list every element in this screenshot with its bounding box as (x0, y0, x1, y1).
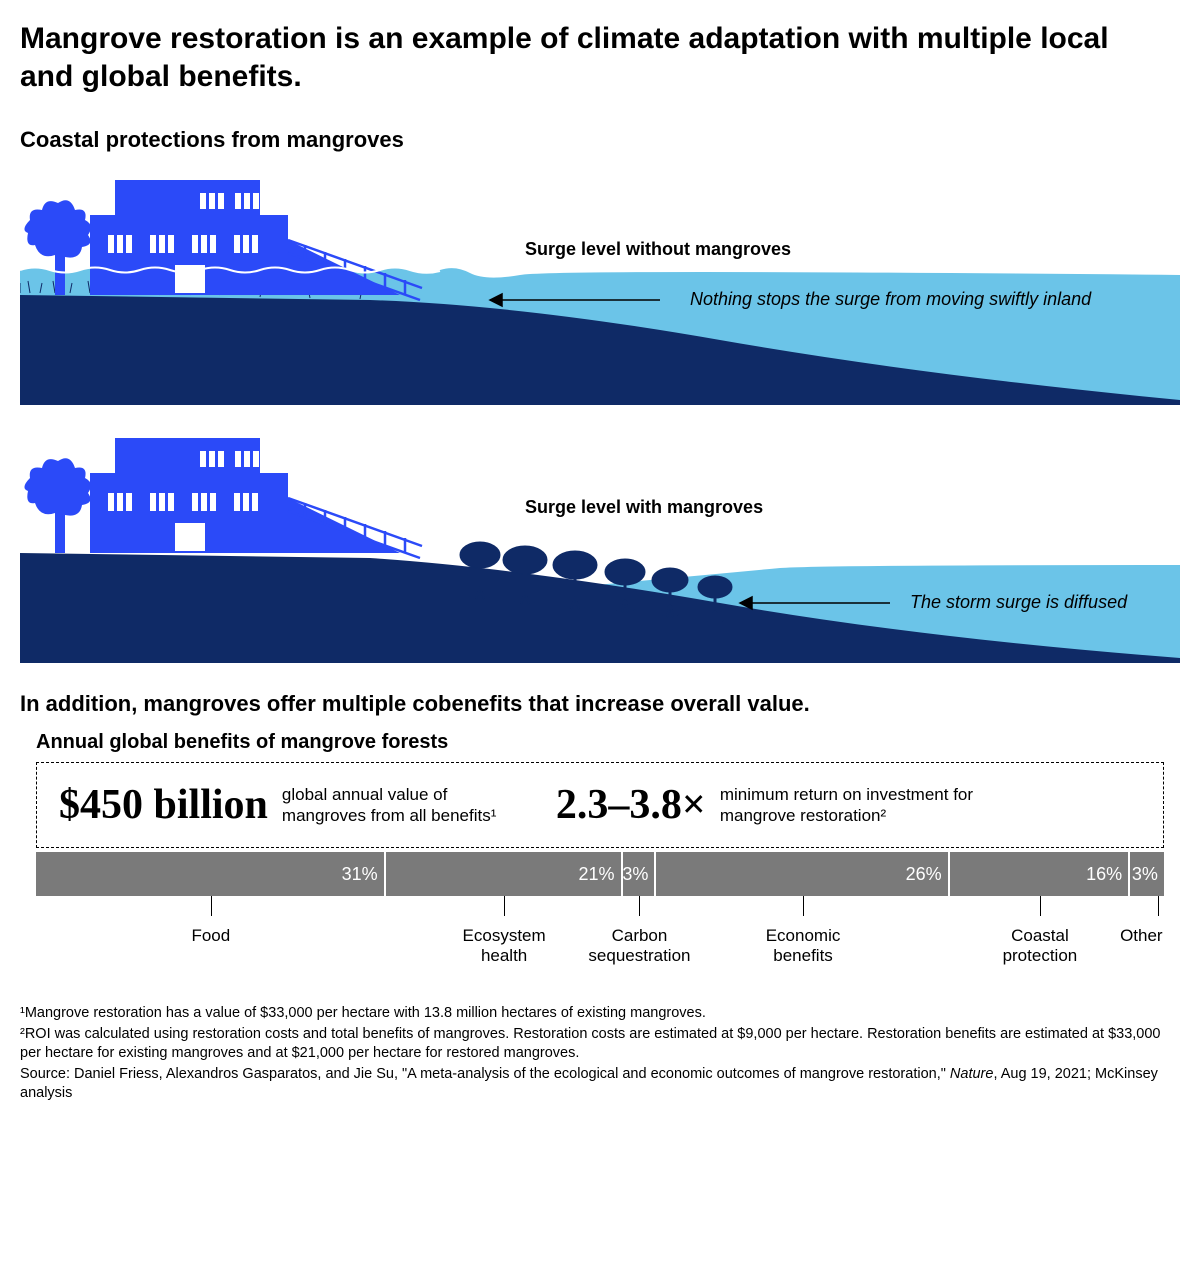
stat-desc-2: minimum return on investment for mangrov… (720, 784, 1020, 827)
bar-labels: Food Ecosystemhealth Carbonsequestration Ec… (36, 926, 1164, 976)
tick (211, 896, 212, 916)
stat-value-2: 2.3–3.8× (556, 781, 706, 829)
tree-icon (24, 458, 90, 553)
diagram-without-mangroves: Surge level without mangroves Nothing st… (20, 165, 1180, 405)
bar-segment: 16% (950, 852, 1130, 896)
bar-segment: 21% (386, 852, 623, 896)
diagram-with-mangroves: Surge level with mangroves The storm sur… (20, 423, 1180, 663)
bar-segment: 3% (1130, 852, 1164, 896)
stat-value-1: $450 billion (59, 781, 268, 829)
surge-caption-2: The storm surge is diffused (910, 592, 1128, 612)
surge-with-svg: Surge level with mangroves The storm sur… (20, 423, 1180, 663)
main-title: Mangrove restoration is an example of cl… (20, 20, 1120, 95)
segment-label: Carbonsequestration (588, 926, 690, 967)
bar-segment: 3% (623, 852, 657, 896)
footnote-1: ¹Mangrove restoration has a value of $33… (20, 1004, 1180, 1024)
cobenefits-intro: In addition, mangroves offer multiple co… (20, 691, 1180, 717)
tick (639, 896, 640, 916)
surge-label-2: Surge level with mangroves (525, 497, 763, 517)
bar-ticks (36, 896, 1164, 922)
segment-label: Economicbenefits (766, 926, 841, 967)
section-coastal-title: Coastal protections from mangroves (20, 127, 1180, 153)
surge-label-1: Surge level without mangroves (525, 239, 791, 259)
stats-box: $450 billion global annual value of mang… (36, 762, 1164, 848)
segment-label: Coastalprotection (1003, 926, 1078, 967)
chart-title: Annual global benefits of mangrove fores… (36, 731, 1180, 754)
segment-label: Ecosystemhealth (463, 926, 546, 967)
benefits-bar-chart: 31%21%3%26%16%3% FoodEcosystemhealthCarb… (36, 852, 1164, 976)
segment-label: Other (1120, 926, 1163, 946)
stacked-bar: 31%21%3%26%16%3% (36, 852, 1164, 896)
footnote-2: ²ROI was calculated using restoration co… (20, 1025, 1180, 1064)
surge-caption-1: Nothing stops the surge from moving swif… (690, 289, 1092, 309)
surge-without-svg: Surge level without mangroves Nothing st… (20, 165, 1180, 405)
segment-label: Food (191, 926, 230, 946)
footnote-source: Source: Daniel Friess, Alexandros Gaspar… (20, 1065, 1180, 1104)
stat-desc-1: global annual value of mangroves from al… (282, 784, 522, 827)
footnotes: ¹Mangrove restoration has a value of $33… (20, 1004, 1180, 1104)
tick (1158, 896, 1159, 916)
bar-segment: 31% (36, 852, 386, 896)
tick (803, 896, 804, 916)
tick (1040, 896, 1041, 916)
bar-segment: 26% (656, 852, 949, 896)
tick (504, 896, 505, 916)
